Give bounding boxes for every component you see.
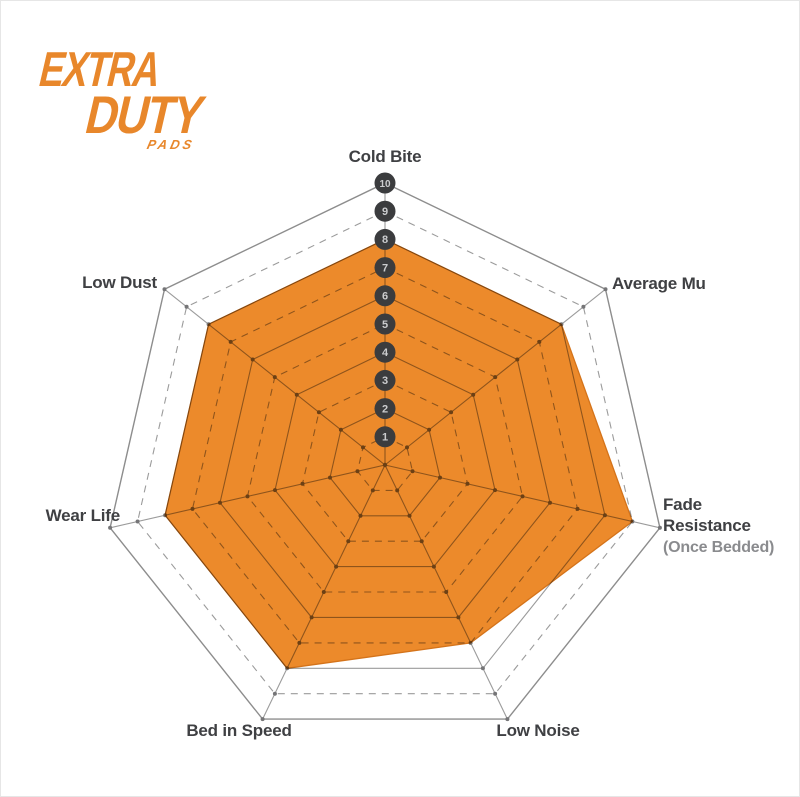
grid-dot [657, 525, 662, 530]
axis-label-fade-resistance: Fade Resistance (Once Bedded) [663, 494, 774, 558]
grid-dot [493, 691, 498, 696]
fade-label-line3: (Once Bedded) [663, 539, 775, 556]
extra-duty-logo: EXTRA DUTY PADS [22, 43, 240, 152]
tick-label: 2 [382, 403, 388, 415]
tick-label: 6 [382, 291, 388, 303]
axis-label-low-noise: Low Noise [496, 721, 580, 740]
tick-label: 5 [382, 319, 388, 331]
grid-dot [108, 525, 113, 530]
grid-dot [603, 287, 608, 292]
tick-circle [374, 369, 396, 391]
tick-circle [374, 200, 396, 222]
tick-label: 9 [382, 206, 388, 218]
grid-dot [162, 287, 167, 292]
grid-ring [109, 182, 661, 720]
grid-dot [505, 717, 510, 722]
grid-ring [137, 210, 633, 695]
fade-label-line2: Resistance [663, 516, 751, 535]
axis-label-bed-in-speed: Bed in Speed [186, 721, 292, 740]
tick-label: 4 [382, 347, 389, 359]
grid-dot [581, 304, 586, 309]
grid-dot [272, 691, 277, 696]
fade-label-line1: Fade [663, 495, 702, 514]
axis-label-low-dust: Low Dust [82, 273, 157, 292]
tick-circle [374, 172, 396, 194]
axis-label-wear-life: Wear Life [45, 506, 121, 525]
tick-circle [374, 341, 396, 363]
tick-circle [374, 426, 396, 448]
tick-circle [374, 398, 396, 420]
grid-dot [184, 304, 189, 309]
logo-line-duty: DUTY [80, 86, 209, 145]
tick-circle [374, 285, 396, 307]
series-polygon [164, 238, 634, 669]
tick-circle [374, 313, 396, 335]
grid-dot [135, 519, 140, 524]
tick-label: 7 [382, 262, 388, 274]
tick-label: 8 [382, 234, 388, 246]
tick-circle [374, 257, 396, 279]
axis-label-average-mu: Average Mu [612, 274, 706, 293]
grid-dot [480, 666, 485, 671]
tick-circle [374, 228, 396, 250]
tick-label: 3 [382, 375, 388, 387]
axis-label-cold-bite: Cold Bite [348, 147, 422, 166]
grid-dot [260, 717, 265, 722]
tick-label: 10 [379, 179, 391, 190]
tick-label: 1 [382, 432, 388, 444]
